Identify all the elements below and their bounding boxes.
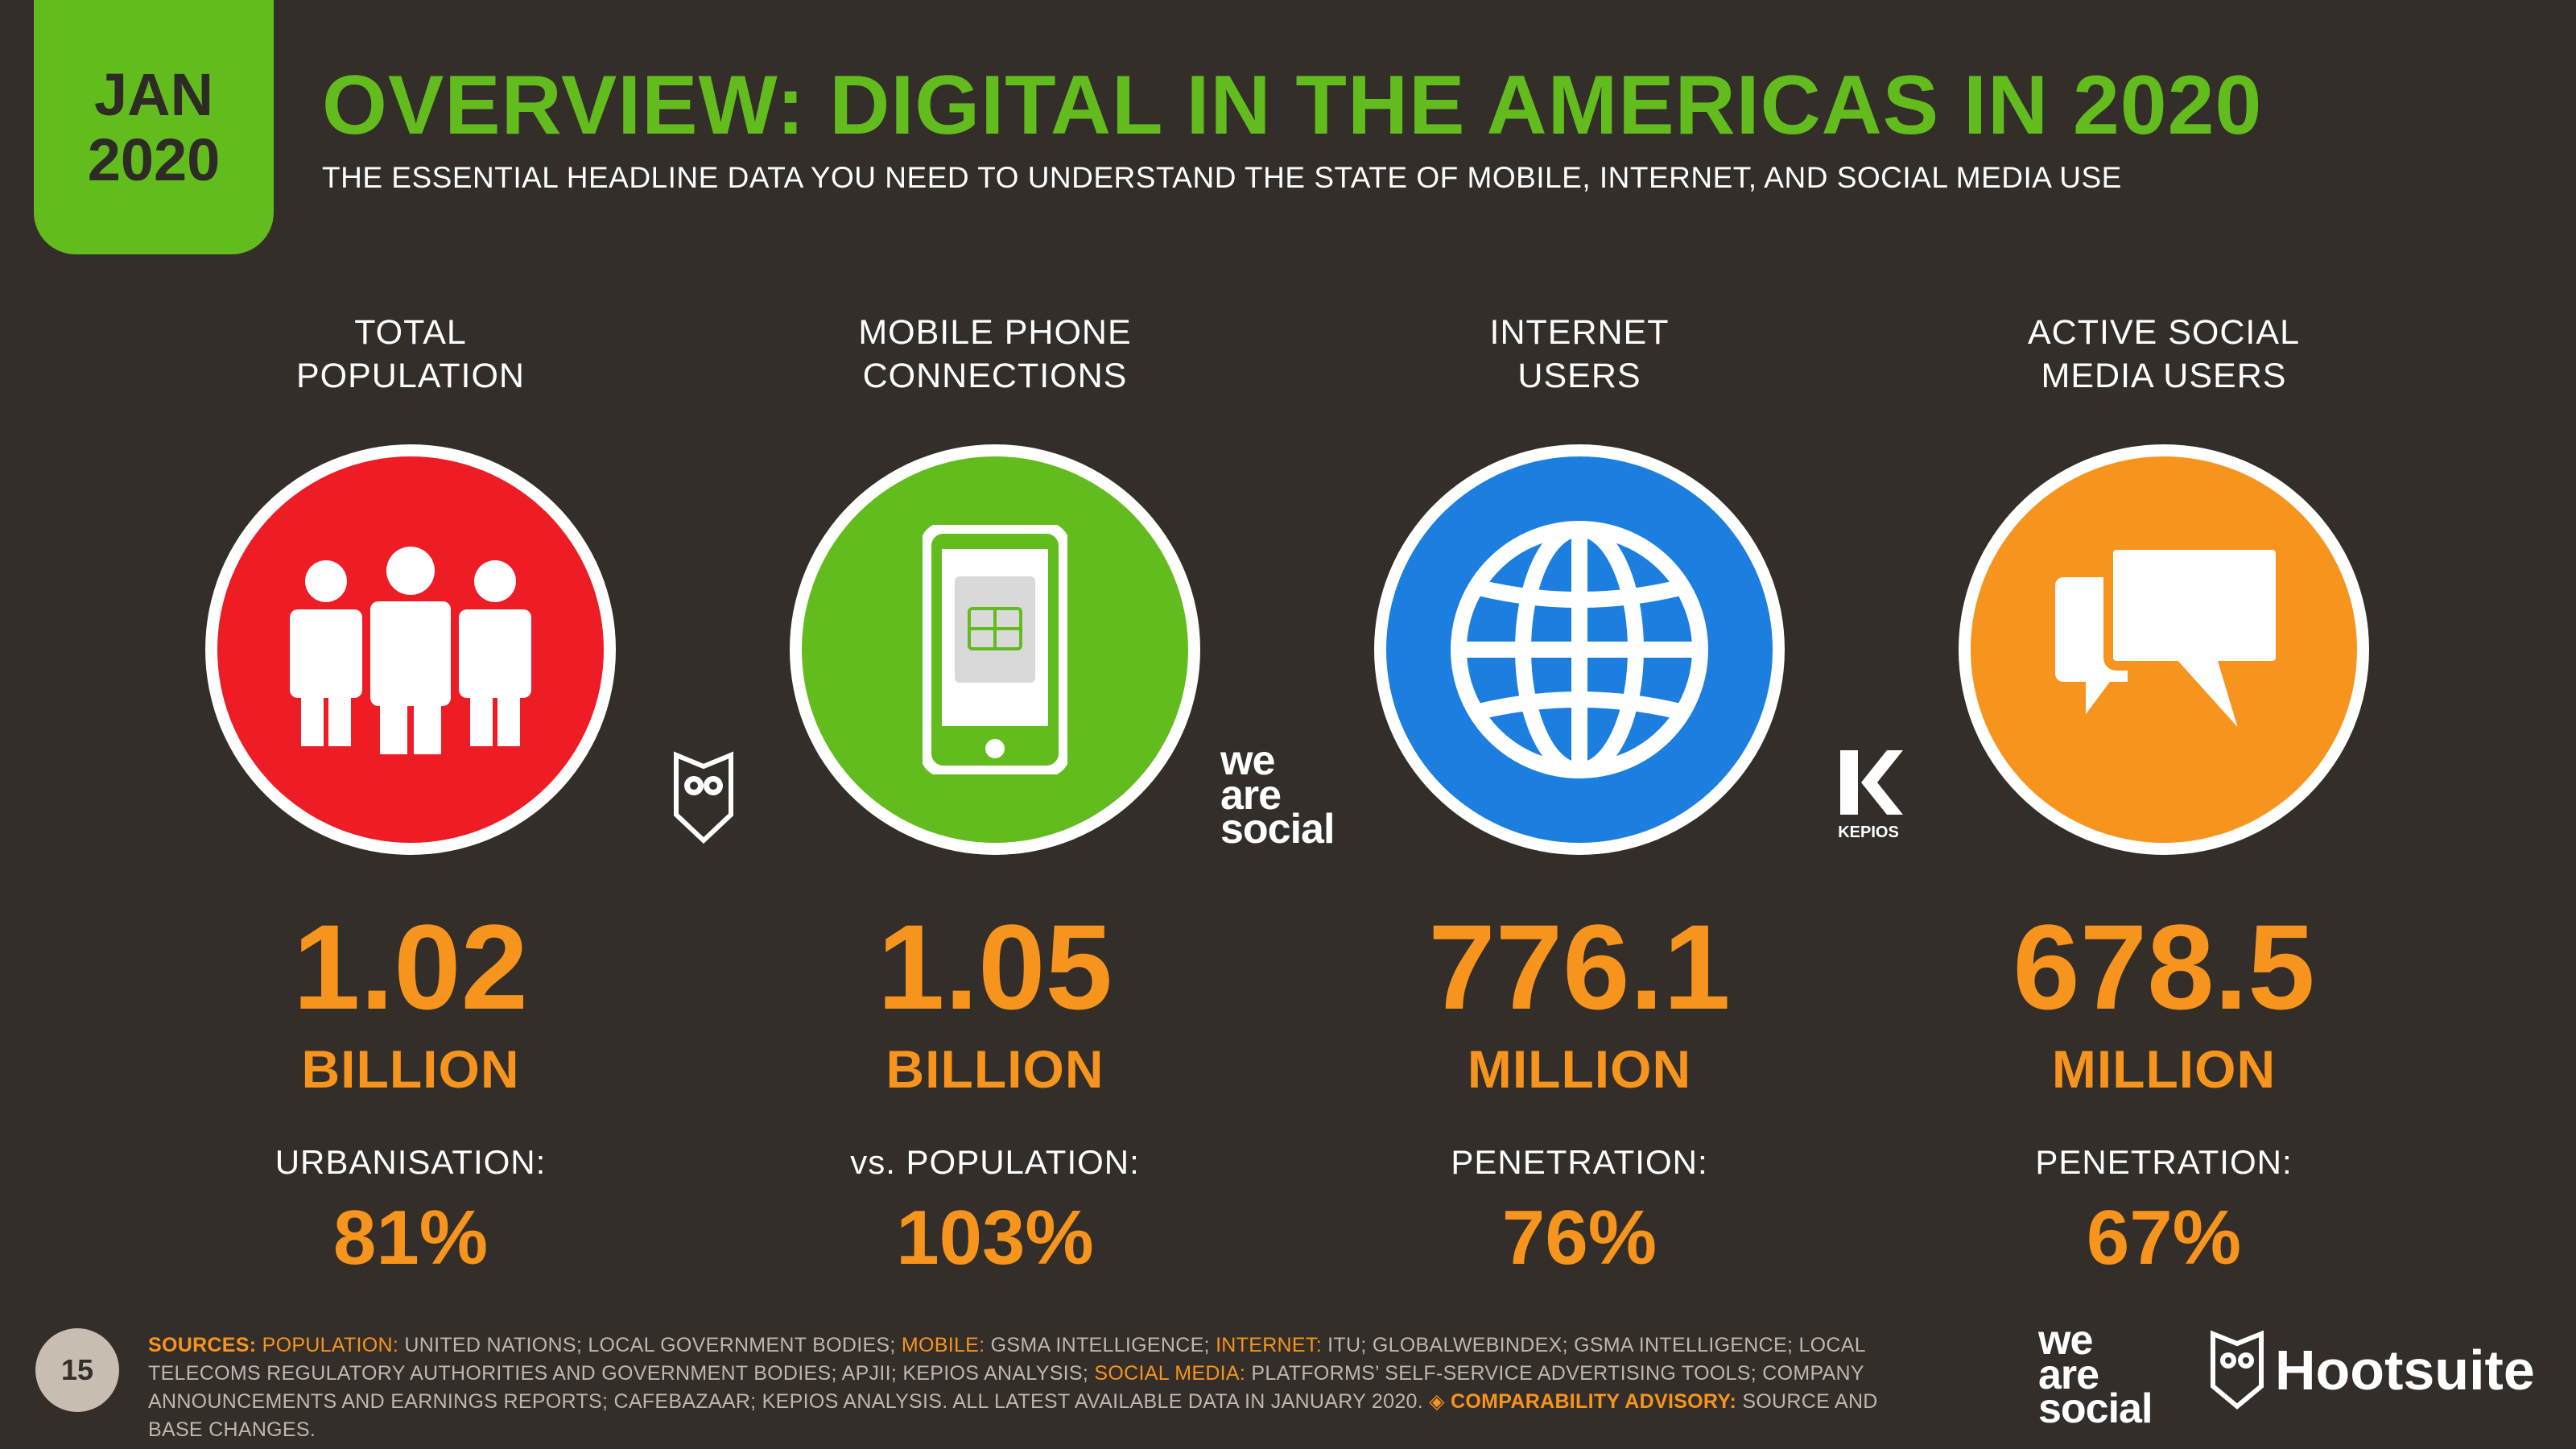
page-subtitle: THE ESSENTIAL HEADLINE DATA YOU NEED TO … <box>322 161 2122 194</box>
we-are-social-footer-logo: we are social <box>2038 1317 2153 1433</box>
stat-unit: MILLION <box>1467 1039 1692 1099</box>
stat-value: 678.5 <box>2013 899 2315 1034</box>
stat-label: MOBILE PHONE CONNECTIONS <box>858 313 1132 395</box>
hootsuite-footer-owl <box>2209 1330 2265 1414</box>
stat-circle <box>1374 444 1785 855</box>
kepios-wordmark: KEPIOS <box>1838 824 1899 841</box>
hootsuite-wordmark: Hootsuite <box>2275 1339 2535 1402</box>
stat-sub-label: URBANISATION: <box>275 1143 547 1181</box>
date-badge: JAN 2020 <box>34 0 274 254</box>
stat-circle <box>205 444 616 855</box>
kepios-logo: KEPIOS <box>1834 750 1903 842</box>
advisory-diamond-icon: ◈ <box>1429 1390 1451 1413</box>
stat-unit: BILLION <box>886 1039 1104 1099</box>
badge-year: 2020 <box>87 126 221 193</box>
stat-sub-label: vs. POPULATION: <box>850 1143 1140 1181</box>
stat-internet-users: INTERNET USERS 776.1 MILLION PENETRATION… <box>1330 311 1829 1278</box>
stat-label: TOTAL POPULATION <box>296 313 525 395</box>
badge-month: JAN <box>93 60 214 128</box>
stat-label: INTERNET USERS <box>1489 313 1670 395</box>
stat-value: 1.02 <box>293 899 528 1034</box>
owl-icon <box>2211 1330 2264 1410</box>
people-icon <box>290 547 531 754</box>
stat-unit: MILLION <box>2051 1039 2277 1099</box>
hootsuite-owl-logo <box>671 750 736 849</box>
stat-circle <box>790 444 1200 855</box>
sources-note: SOURCES: POPULATION: UNITED NATIONS; LOC… <box>148 1334 1878 1441</box>
stat-value: 776.1 <box>1428 899 1731 1034</box>
we-are-social-logo: we are social <box>1220 737 1335 853</box>
page-title: OVERVIEW: DIGITAL IN THE AMERICAS IN 202… <box>322 59 2263 152</box>
stat-label: ACTIVE SOCIAL MEDIA USERS <box>2028 313 2300 395</box>
stat-sub-value: 81% <box>332 1195 489 1281</box>
stat-total-population: TOTAL POPULATION <box>161 311 660 1278</box>
page-number: 15 <box>35 1328 119 1412</box>
chat-bubbles-icon <box>2055 545 2281 750</box>
stat-unit: BILLION <box>301 1039 520 1099</box>
globe-icon <box>1451 521 1708 778</box>
owl-icon <box>674 751 733 844</box>
stat-sub-value: 67% <box>2086 1195 2242 1281</box>
stat-sub-value: 103% <box>896 1195 1094 1281</box>
stat-active-social-media-users: ACTIVE SOCIAL MEDIA USERS 678.5 MILLION … <box>1914 311 2413 1278</box>
stat-sub-value: 76% <box>1501 1195 1657 1281</box>
stat-sub-label: PENETRATION: <box>2035 1143 2293 1181</box>
stat-mobile-connections: MOBILE PHONE CONNECTIONS 1.05 BILLION vs… <box>745 311 1245 1278</box>
kepios-k-icon <box>1840 750 1903 815</box>
stat-sub-label: PENETRATION: <box>1451 1143 1708 1181</box>
mobile-phone-icon <box>923 525 1067 774</box>
stat-circle <box>1959 444 2369 855</box>
stat-value: 1.05 <box>877 899 1113 1034</box>
